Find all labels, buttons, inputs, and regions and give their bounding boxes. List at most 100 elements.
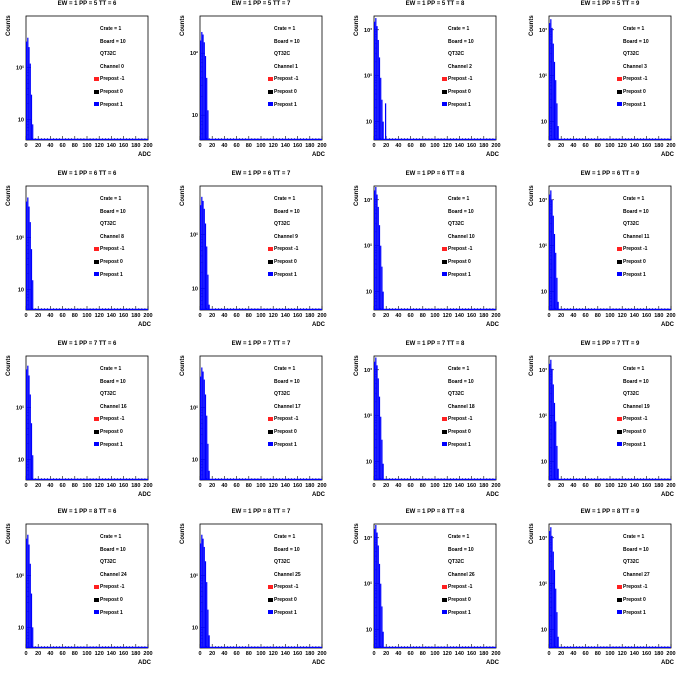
legend-entry: QT32C [100, 221, 116, 227]
histogram-bar [30, 564, 31, 648]
x-tick-label: 0 [547, 651, 550, 657]
legend-swatch [617, 417, 622, 421]
legend-entry: QT32C [623, 391, 639, 397]
legend-swatch [617, 442, 622, 446]
x-tick-label: 60 [408, 651, 414, 657]
y-tick-label: 10 [18, 287, 24, 293]
histogram-bar [201, 367, 202, 480]
histogram-bar [379, 57, 380, 140]
histogram-bar [30, 394, 31, 480]
histogram-bar [200, 205, 201, 310]
x-tick-label: 40 [395, 651, 401, 657]
legend-entry: Prepost 1 [94, 272, 123, 278]
x-tick-label: 20 [383, 313, 389, 319]
histogram-bar [558, 126, 559, 140]
histogram-bar [378, 378, 379, 480]
histogram-bar [558, 302, 559, 310]
histogram-bar [207, 275, 208, 310]
legend-label: Prepost -1 [100, 76, 124, 82]
legend-entry: QT32C [623, 221, 639, 227]
histogram-bar [383, 122, 384, 140]
legend-entry: Prepost 0 [94, 597, 123, 603]
legend-label: Crate = 1 [448, 26, 469, 32]
x-tick-label: 140 [630, 313, 639, 319]
histogram-bar [549, 364, 550, 480]
x-tick-label: 140 [455, 313, 464, 319]
x-tick-label: 0 [372, 143, 375, 149]
x-tick-label: 40 [47, 483, 53, 489]
x-tick-label: 120 [95, 651, 104, 657]
x-tick-label: 200 [317, 143, 326, 149]
legend-label: Crate = 1 [274, 366, 295, 372]
x-tick-label: 0 [372, 483, 375, 489]
legend-entry: Board = 10 [100, 379, 126, 385]
legend-label: Prepost 0 [100, 89, 123, 95]
legend-label: Prepost -1 [623, 584, 647, 590]
histogram-bar [554, 234, 555, 310]
legend-swatch [94, 77, 99, 81]
legend-swatch [268, 260, 273, 264]
x-tick-label: 20 [209, 483, 215, 489]
legend-label: Crate = 1 [100, 196, 121, 202]
legend-entry: Board = 10 [448, 547, 474, 553]
legend-entry: QT32C [448, 391, 464, 397]
y-tick-label: 10³ [364, 197, 372, 204]
legend-entry: Prepost 1 [94, 442, 123, 448]
x-tick-label: 60 [583, 143, 589, 149]
x-tick-label: 200 [143, 313, 152, 319]
histogram-bar [28, 375, 29, 480]
legend-label: Board = 10 [623, 547, 649, 553]
y-tick-label: 10 [366, 290, 372, 296]
legend-swatch [268, 417, 273, 421]
histogram-bar [374, 529, 375, 648]
legend-label: QT32C [448, 391, 464, 397]
x-tick-label: 200 [317, 483, 326, 489]
legend-entry: Prepost -1 [617, 584, 647, 590]
x-tick-label: 60 [583, 651, 589, 657]
legend-entry: Prepost 1 [617, 610, 646, 616]
legend-entry: Channel 16 [100, 404, 127, 410]
histogram-bar [558, 469, 559, 480]
histogram-bar [209, 471, 210, 480]
x-tick-label: 120 [269, 313, 278, 319]
legend-label: Board = 10 [448, 39, 474, 45]
y-tick-label: 10 [192, 113, 198, 119]
x-tick-label: 20 [35, 143, 41, 149]
x-tick-label: 0 [372, 651, 375, 657]
x-tick-label: 40 [570, 313, 576, 319]
legend-label: Prepost 0 [100, 597, 123, 603]
legend-entry: Board = 10 [623, 547, 649, 553]
legend-swatch [268, 77, 273, 81]
x-tick-label: 60 [60, 143, 66, 149]
histogram-bar [383, 632, 384, 648]
histogram-bar [554, 403, 555, 480]
legend-label: Prepost 0 [448, 429, 471, 435]
histogram-bar [549, 531, 550, 648]
axes-frame [200, 16, 322, 140]
legend-swatch [617, 260, 622, 264]
legend-entry: Crate = 1 [274, 26, 295, 32]
legend-entry: Crate = 1 [100, 196, 121, 202]
legend-entry: Prepost 0 [442, 259, 471, 265]
x-tick-label: 200 [491, 483, 500, 489]
legend-label: Crate = 1 [274, 534, 295, 540]
x-tick-label: 180 [654, 313, 663, 319]
x-tick-label: 80 [595, 483, 601, 489]
legend-entry: Prepost -1 [442, 416, 472, 422]
x-tick-label: 180 [305, 483, 314, 489]
histogram-bar [28, 207, 29, 310]
legend-entry: Crate = 1 [448, 366, 469, 372]
legend-entry: Prepost 0 [617, 89, 646, 95]
y-tick-label: 10³ [539, 197, 547, 204]
legend-swatch [94, 610, 99, 614]
legend-entry: QT32C [448, 559, 464, 565]
legend-entry: Channel 8 [100, 234, 124, 240]
legend-entry: Channel 19 [623, 404, 650, 410]
x-tick-label: 120 [95, 143, 104, 149]
